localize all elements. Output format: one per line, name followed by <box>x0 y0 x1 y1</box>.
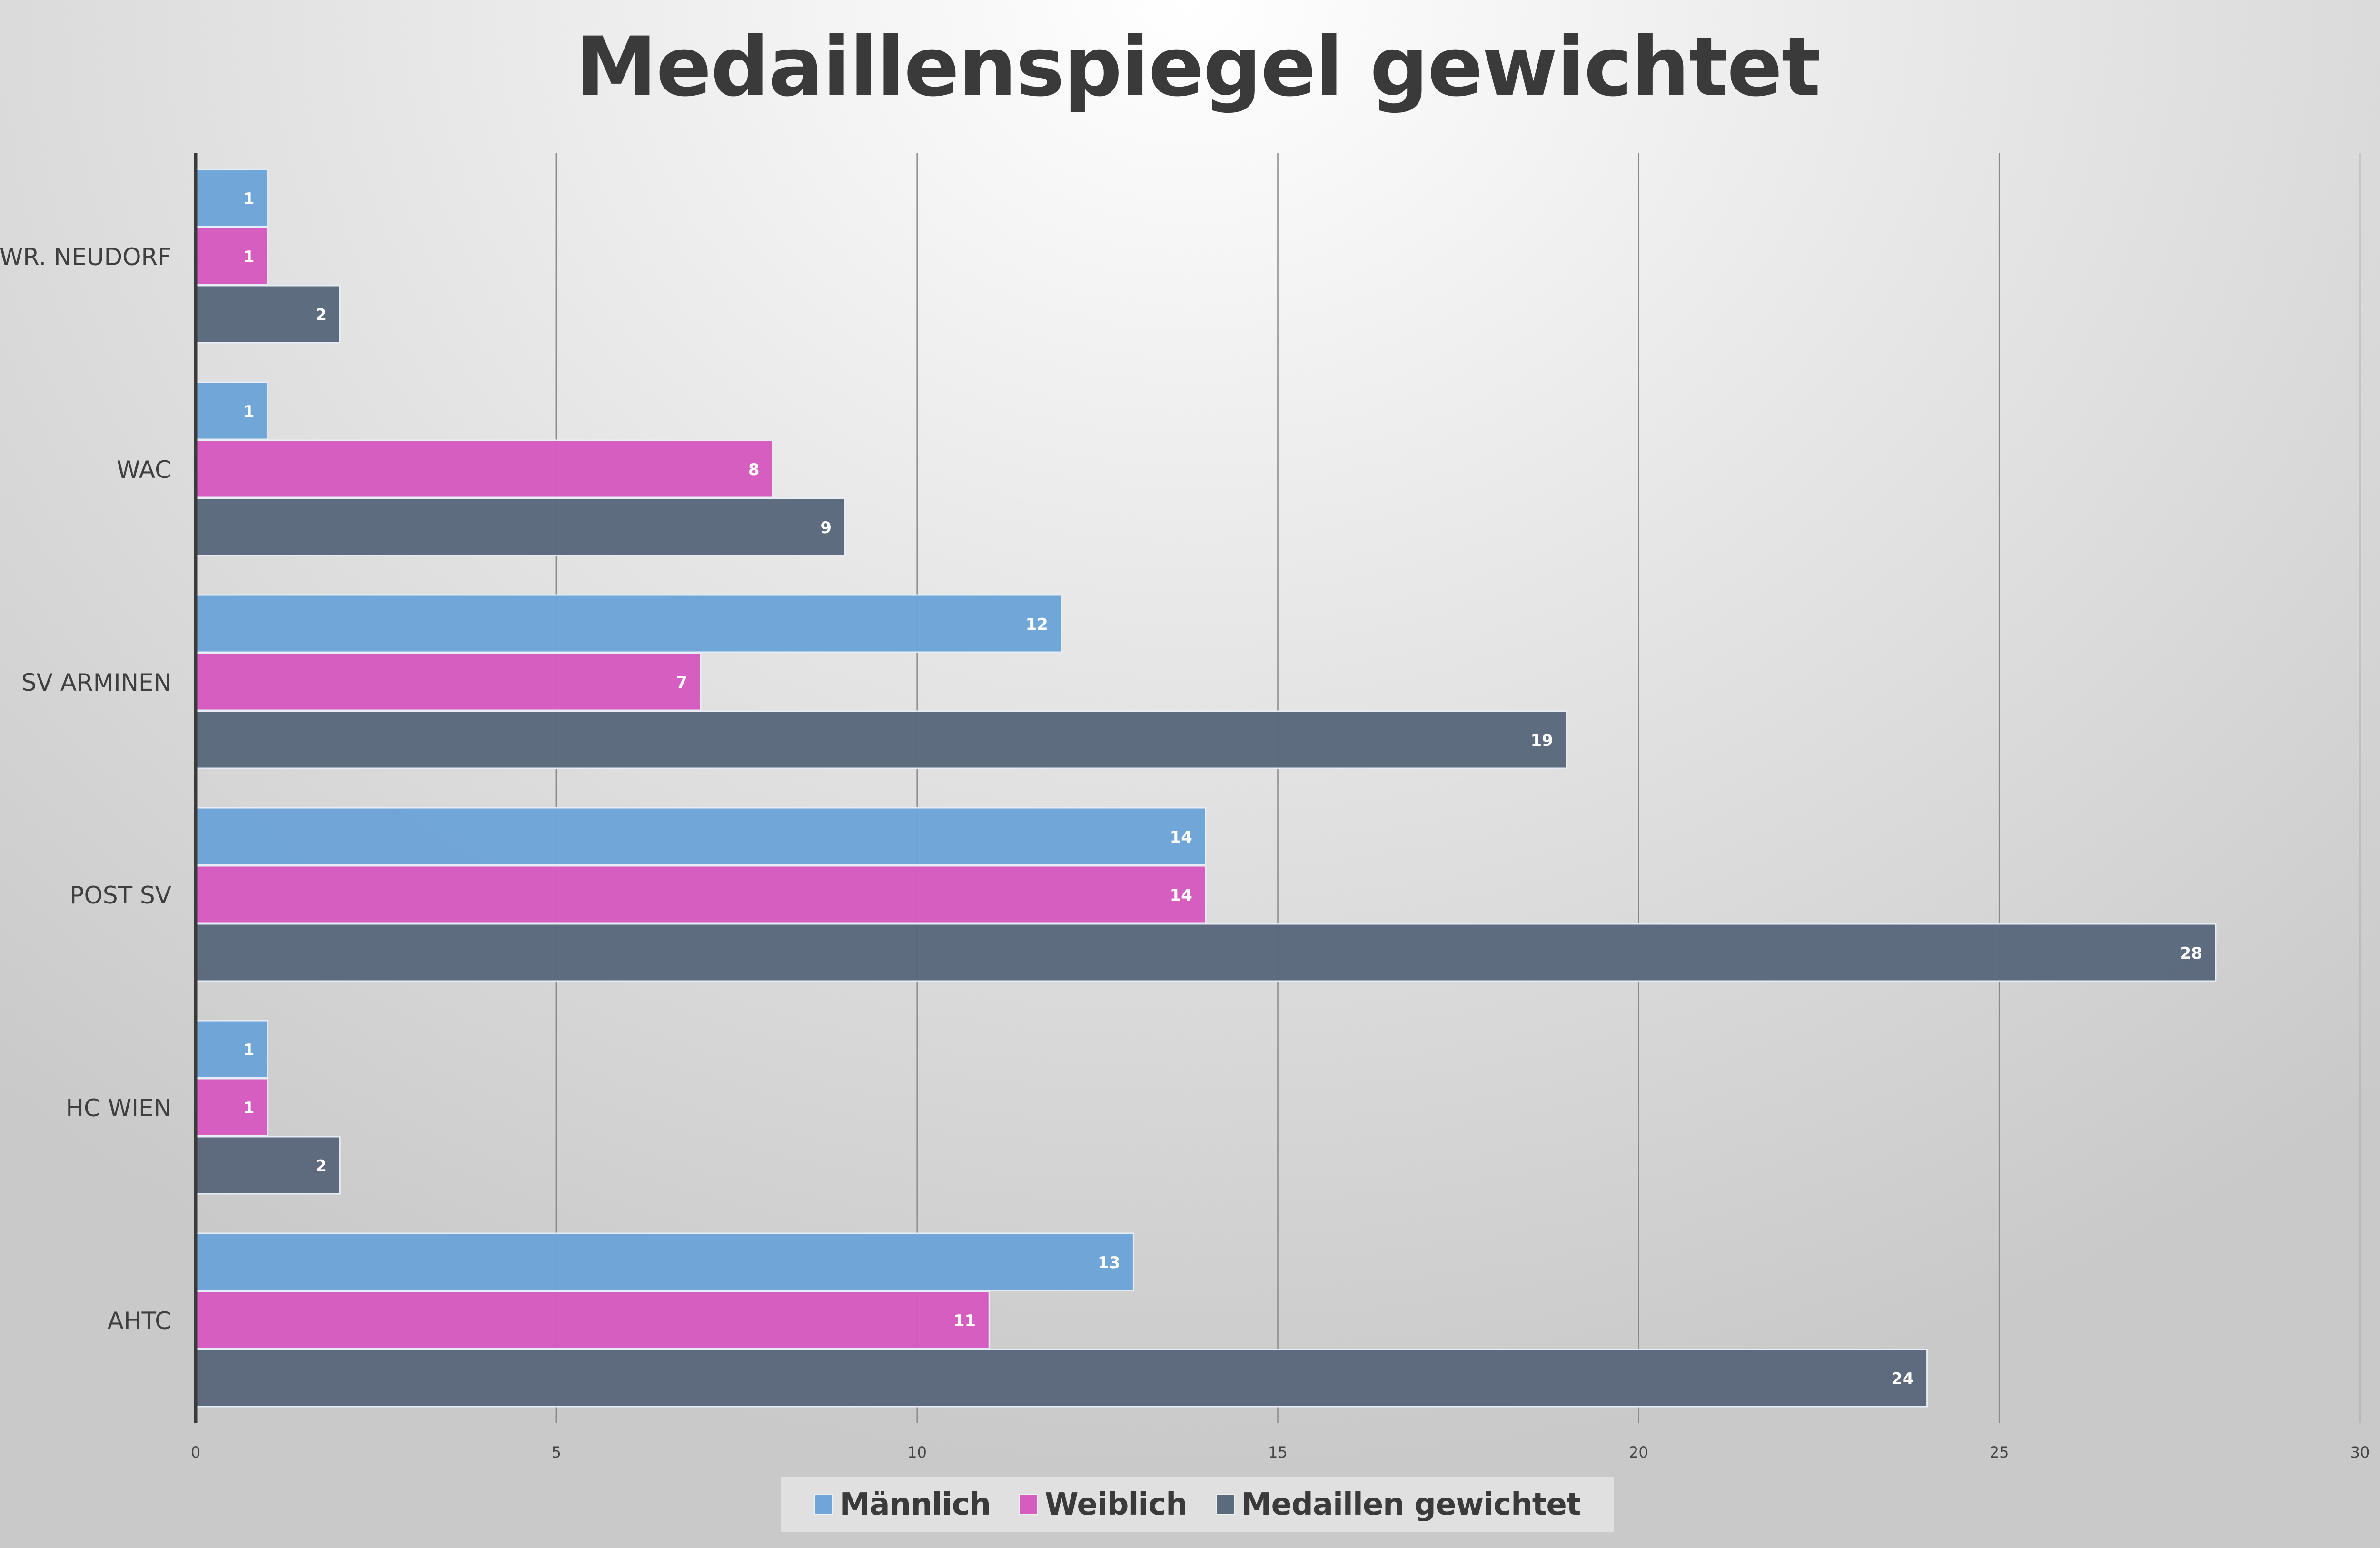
data-label: 2 <box>315 306 327 325</box>
data-label: 9 <box>820 518 832 537</box>
legend-item: Männlich <box>813 1487 991 1522</box>
bar <box>195 439 774 498</box>
data-label: 1 <box>243 189 255 208</box>
bar <box>195 1020 269 1079</box>
bar <box>195 1078 269 1137</box>
x-tick-label: 25 <box>1990 1443 2009 1461</box>
data-label: 1 <box>243 402 255 421</box>
bar <box>195 652 702 711</box>
data-label: 13 <box>1098 1253 1120 1272</box>
data-label: 24 <box>1891 1369 1914 1389</box>
chart-title: Medaillenspiegel gewichtet <box>575 19 1821 115</box>
data-label: 1 <box>243 248 255 267</box>
data-label: 11 <box>953 1311 976 1330</box>
bar <box>195 381 269 440</box>
x-tick-label: 15 <box>1268 1443 1288 1461</box>
bar <box>195 923 2217 982</box>
legend-label: Weiblich <box>1045 1487 1188 1522</box>
x-tick-label: 10 <box>907 1443 927 1461</box>
legend-label: Männlich <box>839 1487 991 1522</box>
data-label: 7 <box>676 673 687 692</box>
x-tick-label: 20 <box>1629 1443 1648 1461</box>
category-label: SV ARMINEN <box>21 669 171 696</box>
bar <box>195 285 341 344</box>
x-tick-label: 0 <box>191 1443 200 1461</box>
x-tick-label: 30 <box>2350 1443 2370 1461</box>
bar <box>195 497 846 556</box>
data-label: 8 <box>748 460 760 479</box>
data-label: 2 <box>315 1157 327 1176</box>
data-label: 1 <box>243 1041 255 1060</box>
legend-swatch <box>813 1494 833 1515</box>
data-label: 1 <box>243 1099 255 1118</box>
bar <box>195 807 1207 866</box>
category-label: HC WIEN <box>66 1094 171 1122</box>
category-label: WR. NEUDORF <box>0 243 171 271</box>
legend-swatch <box>1215 1494 1235 1515</box>
bar <box>195 1290 990 1350</box>
category-label: AHTC <box>108 1307 171 1335</box>
data-label: 14 <box>1170 828 1192 847</box>
category-label: WAC <box>117 456 171 484</box>
bar <box>195 169 269 228</box>
bar <box>195 710 1567 769</box>
legend-item: Weiblich <box>1019 1487 1188 1522</box>
legend-swatch <box>1019 1494 1038 1515</box>
bar <box>195 1349 1928 1408</box>
data-label: 14 <box>1170 886 1192 905</box>
legend-item: Medaillen gewichtet <box>1215 1487 1581 1522</box>
x-tick-label: 5 <box>552 1443 561 1461</box>
bar <box>195 865 1207 924</box>
bar <box>195 227 269 286</box>
legend: Männlich Weiblich Medaillen gewichtet <box>781 1477 1614 1532</box>
data-label: 12 <box>1025 615 1048 634</box>
bar <box>195 594 1062 653</box>
data-label: 19 <box>1530 731 1553 750</box>
category-label: POST SV <box>69 882 171 909</box>
data-label: 28 <box>2180 944 2202 963</box>
bar <box>195 1232 1134 1291</box>
legend-label: Medaillen gewichtet <box>1241 1487 1581 1522</box>
